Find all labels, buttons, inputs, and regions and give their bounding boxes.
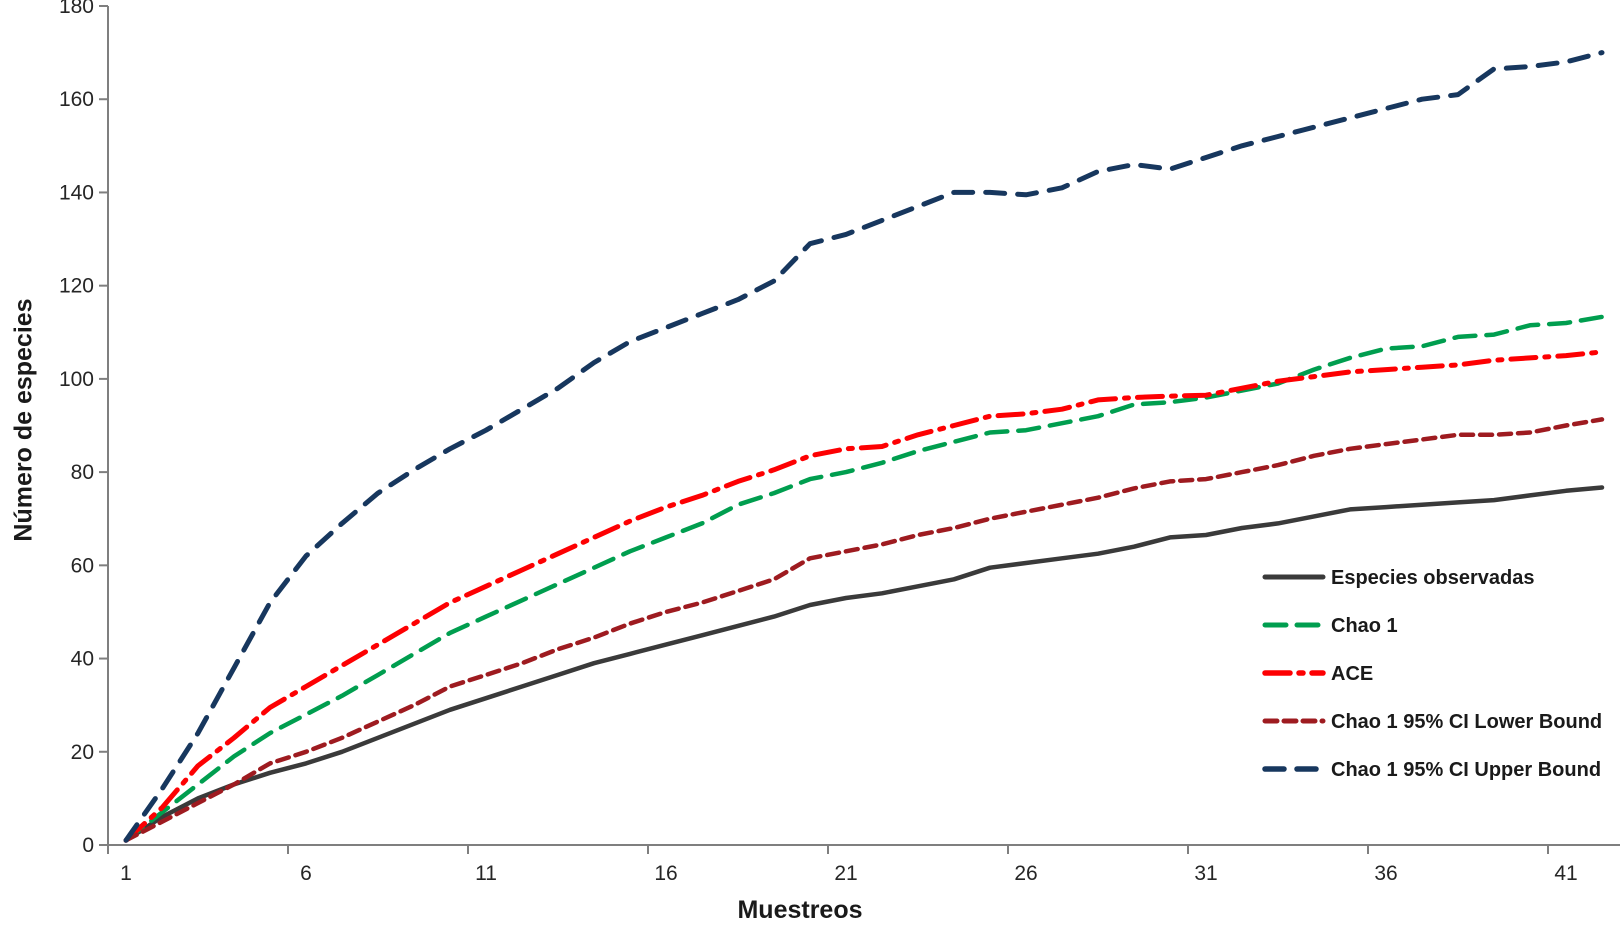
series-line-3 [123, 417, 1605, 843]
legend-label: Chao 1 [1331, 615, 1398, 637]
series-line-0 [123, 485, 1605, 843]
legend-label: Especies observadas [1331, 567, 1534, 589]
y-tick-label: 180 [59, 0, 94, 18]
legend-label: ACE [1331, 663, 1373, 685]
series-line-4 [123, 50, 1605, 843]
x-tick-label: 6 [300, 862, 312, 885]
y-tick-label: 120 [59, 275, 94, 298]
series-line-2 [123, 349, 1605, 843]
x-tick-label: 11 [475, 862, 497, 885]
x-tick-label: 36 [1374, 862, 1397, 885]
y-tick-label: 0 [82, 834, 94, 857]
x-tick-label: 26 [1014, 862, 1037, 885]
legend-label: Chao 1 95% CI Upper Bound [1331, 759, 1601, 781]
x-tick-label: 1 [120, 862, 132, 885]
y-tick-label: 80 [71, 461, 94, 484]
x-tick-label: 31 [1194, 862, 1217, 885]
y-tick-label: 40 [71, 648, 94, 671]
y-tick-label: 160 [59, 88, 94, 111]
y-axis-title: Número de especies [9, 298, 38, 542]
series-line-1 [123, 314, 1605, 843]
x-tick-label: 16 [654, 862, 677, 885]
y-tick-label: 100 [59, 368, 94, 391]
x-tick-label: 21 [834, 862, 857, 885]
x-tick-label: 41 [1554, 862, 1577, 885]
legend-label: Chao 1 95% CI Lower Bound [1331, 711, 1602, 733]
y-tick-label: 140 [59, 181, 94, 204]
y-tick-label: 60 [71, 554, 94, 577]
x-axis-title: Muestreos [737, 896, 863, 924]
y-tick-label: 20 [71, 741, 94, 764]
